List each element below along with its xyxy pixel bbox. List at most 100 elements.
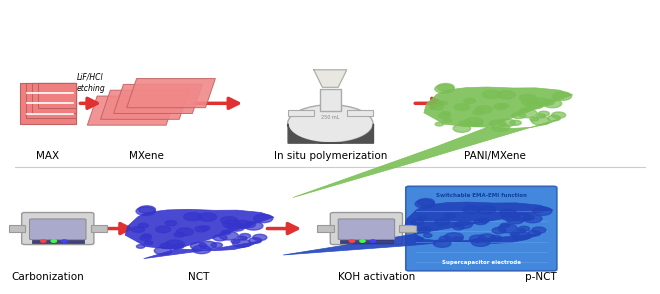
Circle shape (517, 109, 537, 118)
Circle shape (438, 113, 450, 118)
Circle shape (288, 105, 373, 143)
Circle shape (437, 83, 454, 91)
Circle shape (220, 217, 238, 224)
Circle shape (435, 122, 444, 126)
Circle shape (191, 242, 207, 250)
FancyBboxPatch shape (346, 110, 373, 116)
Circle shape (254, 214, 273, 223)
Circle shape (228, 224, 245, 231)
Circle shape (195, 226, 208, 232)
Circle shape (244, 222, 263, 230)
Text: MXene: MXene (129, 151, 164, 161)
Circle shape (232, 239, 251, 247)
Circle shape (143, 234, 152, 238)
Circle shape (139, 223, 148, 228)
Text: KOH activation: KOH activation (338, 272, 415, 282)
Text: p-NCT: p-NCT (525, 272, 556, 282)
Circle shape (253, 234, 267, 240)
Circle shape (530, 117, 539, 121)
Polygon shape (114, 84, 202, 113)
Circle shape (532, 98, 550, 106)
Circle shape (440, 236, 451, 241)
Circle shape (411, 219, 424, 225)
Circle shape (437, 101, 447, 105)
Text: In situ polymerization: In situ polymerization (274, 151, 387, 161)
Circle shape (464, 118, 483, 126)
Polygon shape (125, 209, 274, 259)
Circle shape (200, 226, 210, 230)
FancyBboxPatch shape (22, 213, 94, 245)
Circle shape (435, 219, 449, 225)
Circle shape (137, 245, 145, 248)
Circle shape (543, 99, 562, 108)
FancyBboxPatch shape (38, 83, 76, 108)
Circle shape (527, 101, 543, 109)
Circle shape (531, 117, 550, 125)
Circle shape (418, 228, 430, 233)
Text: Carbonization: Carbonization (11, 272, 84, 282)
FancyBboxPatch shape (399, 225, 416, 232)
Circle shape (62, 240, 67, 242)
Circle shape (219, 231, 238, 240)
Circle shape (415, 200, 434, 208)
Circle shape (249, 238, 261, 243)
Circle shape (233, 220, 251, 228)
Circle shape (477, 206, 496, 214)
Circle shape (434, 240, 451, 247)
Circle shape (472, 122, 482, 126)
Circle shape (132, 227, 145, 232)
Circle shape (475, 106, 492, 113)
Polygon shape (293, 87, 573, 198)
Circle shape (537, 114, 546, 118)
FancyBboxPatch shape (32, 240, 84, 243)
Circle shape (478, 234, 496, 242)
Circle shape (500, 223, 510, 227)
Circle shape (198, 213, 216, 221)
Circle shape (145, 241, 153, 245)
FancyBboxPatch shape (9, 225, 25, 232)
FancyBboxPatch shape (32, 83, 76, 113)
Circle shape (453, 125, 471, 132)
Circle shape (479, 218, 489, 223)
Circle shape (517, 229, 526, 233)
Circle shape (533, 207, 552, 216)
Circle shape (435, 85, 454, 93)
Circle shape (445, 233, 463, 241)
Circle shape (473, 110, 484, 115)
Circle shape (417, 216, 427, 220)
Circle shape (444, 118, 451, 122)
Text: PANI/MXene: PANI/MXene (463, 151, 525, 161)
Circle shape (421, 227, 430, 231)
Circle shape (444, 213, 456, 218)
Circle shape (455, 104, 469, 110)
Circle shape (416, 237, 424, 241)
Circle shape (500, 209, 517, 217)
Polygon shape (127, 78, 215, 108)
Circle shape (491, 123, 510, 131)
Polygon shape (283, 202, 553, 255)
FancyBboxPatch shape (20, 83, 76, 124)
Circle shape (166, 240, 184, 248)
Circle shape (528, 230, 541, 236)
Circle shape (174, 244, 184, 249)
FancyBboxPatch shape (30, 219, 86, 240)
Circle shape (497, 91, 515, 99)
Circle shape (349, 240, 354, 242)
Circle shape (492, 228, 506, 234)
Circle shape (464, 98, 475, 103)
Circle shape (502, 213, 520, 221)
FancyBboxPatch shape (338, 219, 395, 240)
Circle shape (183, 213, 202, 221)
Circle shape (519, 94, 537, 102)
FancyBboxPatch shape (330, 213, 403, 245)
Circle shape (523, 215, 535, 220)
Circle shape (494, 104, 507, 110)
FancyBboxPatch shape (340, 240, 393, 243)
Circle shape (538, 111, 549, 116)
Circle shape (165, 220, 177, 226)
Circle shape (512, 232, 530, 240)
FancyBboxPatch shape (317, 225, 333, 232)
Circle shape (482, 90, 500, 98)
Circle shape (41, 240, 46, 242)
Circle shape (520, 108, 529, 112)
